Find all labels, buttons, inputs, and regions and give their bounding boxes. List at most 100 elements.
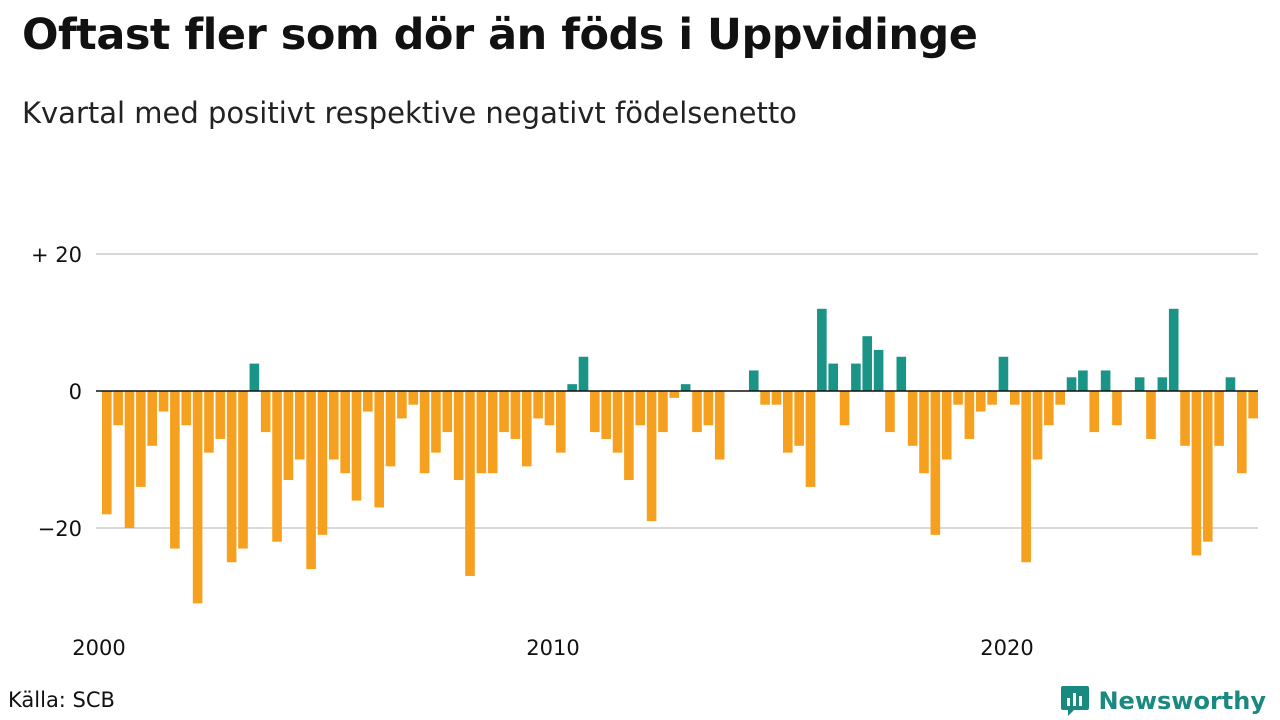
bar (102, 391, 112, 515)
bar (896, 356, 907, 391)
bar (669, 391, 680, 398)
bar (419, 391, 430, 474)
bar (113, 391, 123, 426)
x-tick-label: 2000 (72, 636, 125, 660)
bar (408, 391, 419, 405)
bar (1191, 391, 1202, 556)
bar (442, 391, 453, 433)
bar (771, 391, 782, 405)
bar (397, 391, 407, 419)
bar (964, 391, 975, 439)
bar (1055, 391, 1065, 405)
bar (919, 391, 929, 474)
bar (226, 391, 237, 563)
bar (805, 391, 816, 487)
bar (658, 391, 668, 433)
bar (1225, 377, 1236, 391)
bar (521, 391, 532, 467)
bar (1032, 391, 1043, 460)
bar (692, 391, 702, 433)
bar (510, 391, 521, 439)
chart-title: Oftast fler som dör än föds i Uppvidinge (22, 10, 978, 60)
bar (783, 391, 793, 453)
bar (1044, 391, 1054, 426)
bar (1237, 391, 1247, 474)
bar (238, 391, 248, 549)
grid-lines (96, 253, 1258, 529)
bars (102, 308, 1258, 604)
bar (885, 391, 895, 433)
bar (1100, 370, 1111, 391)
bar (1248, 391, 1258, 419)
bar (431, 391, 441, 453)
bar (1134, 377, 1145, 391)
bar (181, 391, 192, 426)
bar (465, 391, 475, 576)
bar (306, 391, 316, 570)
bar (817, 308, 827, 391)
bar (624, 391, 634, 481)
newsworthy-logo-icon (1061, 686, 1090, 716)
bar (385, 391, 396, 467)
bar (351, 391, 362, 501)
bar (1214, 391, 1224, 446)
bar (851, 363, 861, 391)
bar (1157, 377, 1168, 391)
bar (215, 391, 226, 439)
bar (158, 391, 169, 412)
bar (147, 391, 157, 446)
bar (329, 391, 339, 460)
bar (136, 391, 146, 487)
y-tick-label: 0 (69, 380, 82, 404)
bar (249, 363, 260, 391)
bar (760, 391, 770, 405)
bar (1112, 391, 1122, 426)
bar (1089, 391, 1100, 433)
brand-name: Newsworthy (1098, 687, 1266, 715)
x-tick-label: 2020 (980, 636, 1033, 660)
bar (1146, 391, 1156, 439)
bar (987, 391, 997, 405)
bar (204, 391, 214, 453)
bar (612, 391, 623, 453)
bar (590, 391, 600, 433)
bar (748, 370, 759, 391)
bar (533, 391, 543, 419)
bar (1078, 370, 1088, 391)
x-tick-label: 2010 (526, 636, 579, 660)
bar (294, 391, 305, 460)
bar (556, 391, 566, 453)
bar (340, 391, 350, 474)
bar (453, 391, 464, 481)
y-tick-label: −20 (38, 517, 82, 541)
bar (499, 391, 509, 433)
brand-logo: Newsworthy (1060, 684, 1266, 718)
bar (1180, 391, 1190, 446)
bar (975, 391, 986, 412)
bar-chart: + 20 0 −20 2000 2010 2020 (31, 243, 1258, 660)
bar (170, 391, 180, 549)
bar (862, 336, 873, 391)
bar (124, 391, 135, 528)
bar (192, 391, 203, 604)
bar (363, 391, 373, 412)
bar (487, 391, 498, 474)
bar (998, 356, 1009, 391)
bar (578, 356, 589, 391)
y-tick-label: + 20 (31, 243, 82, 267)
bar (567, 384, 577, 391)
bar (703, 391, 714, 426)
bar (635, 391, 646, 426)
bar (260, 391, 271, 433)
bar (1010, 391, 1020, 405)
bar (953, 391, 963, 405)
bar (839, 391, 850, 426)
bar (794, 391, 804, 446)
bar (317, 391, 328, 535)
bar (646, 391, 657, 522)
bar (828, 363, 838, 391)
bar (873, 349, 884, 391)
bar (283, 391, 294, 481)
bar (714, 391, 725, 460)
bar (1021, 391, 1031, 563)
